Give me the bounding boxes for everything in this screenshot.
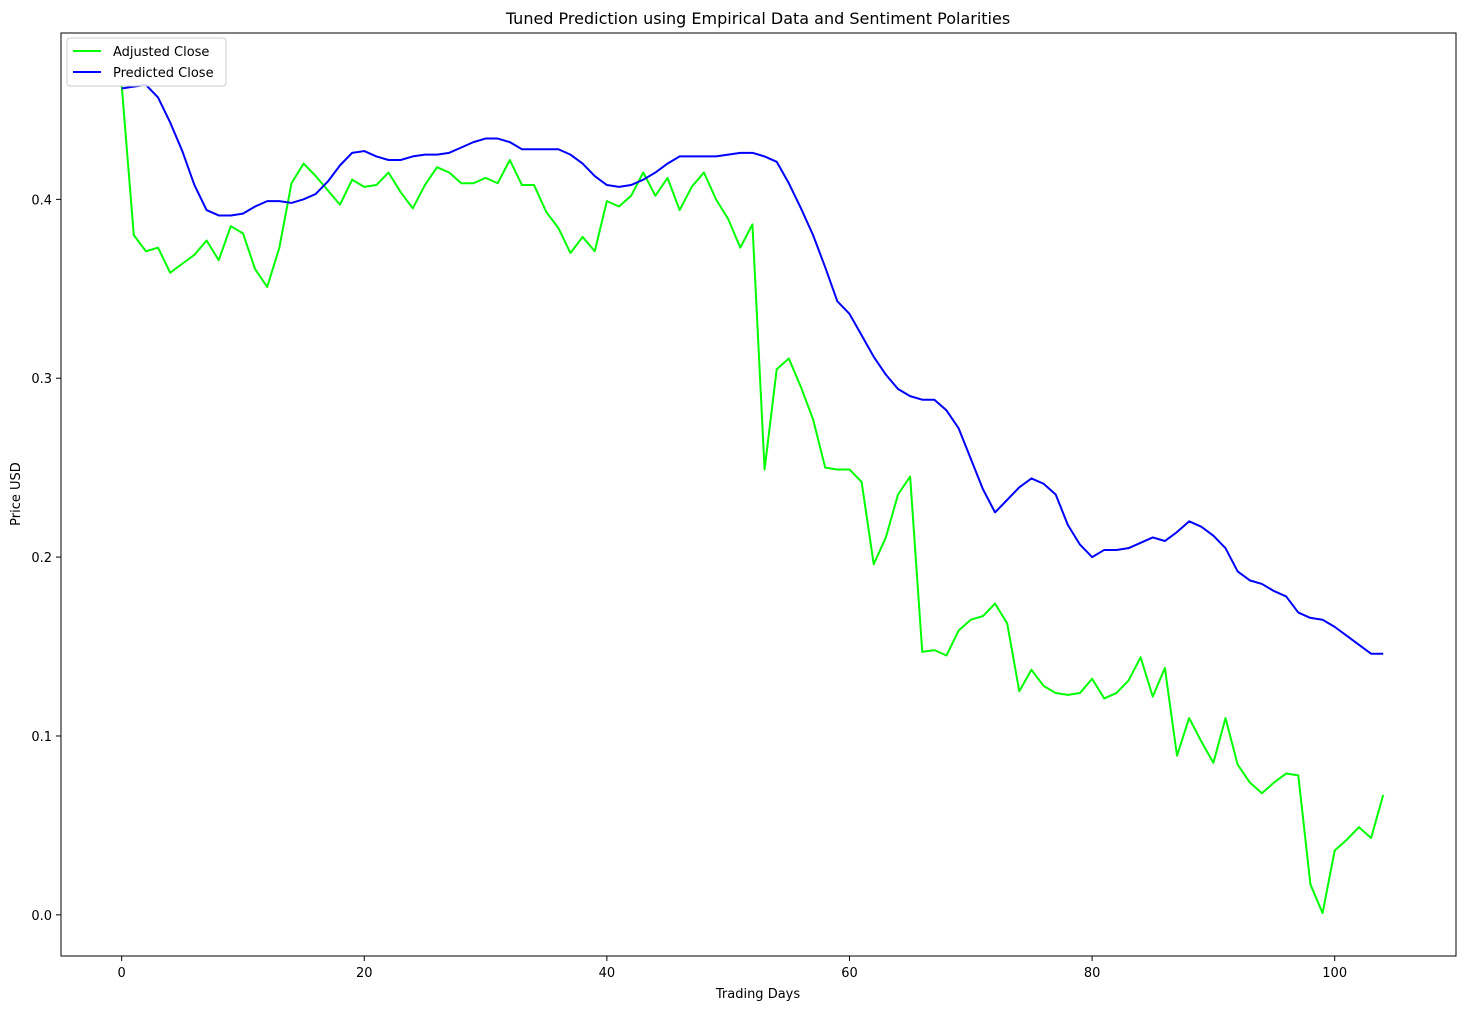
series-line-predicted-close — [121, 83, 1384, 655]
legend-label-predicted-close: Predicted Close — [113, 66, 214, 81]
y-tick-label: 0.4 — [31, 193, 52, 208]
y-axis: 0.0 0.1 0.2 0.3 0.4 — [31, 193, 61, 924]
x-axis-label: Trading Days — [715, 987, 800, 1002]
plot-lines — [120, 83, 1385, 915]
legend-label-adjusted-close: Adjusted Close — [113, 45, 209, 60]
y-tick-label: 0.0 — [31, 909, 52, 924]
x-tick-label: 100 — [1322, 966, 1347, 981]
x-axis: 0 20 40 60 80 100 — [118, 956, 1347, 981]
y-tick-label: 0.1 — [31, 730, 52, 745]
y-tick-label: 0.2 — [31, 551, 52, 566]
x-tick-label: 80 — [1084, 966, 1101, 981]
series-line-adjusted-close — [120, 84, 1385, 915]
plot-frame — [60, 32, 1457, 957]
chart-title: Tuned Prediction using Empirical Data an… — [505, 9, 1010, 28]
y-axis-label: Price USD — [9, 462, 24, 526]
x-tick-label: 0 — [118, 966, 126, 981]
legend: Adjusted Close Predicted Close — [66, 37, 227, 87]
x-tick-label: 40 — [599, 966, 616, 981]
x-tick-label: 60 — [841, 966, 858, 981]
y-tick-label: 0.3 — [31, 372, 52, 387]
legend-box — [66, 37, 227, 87]
x-tick-label: 20 — [356, 966, 373, 981]
